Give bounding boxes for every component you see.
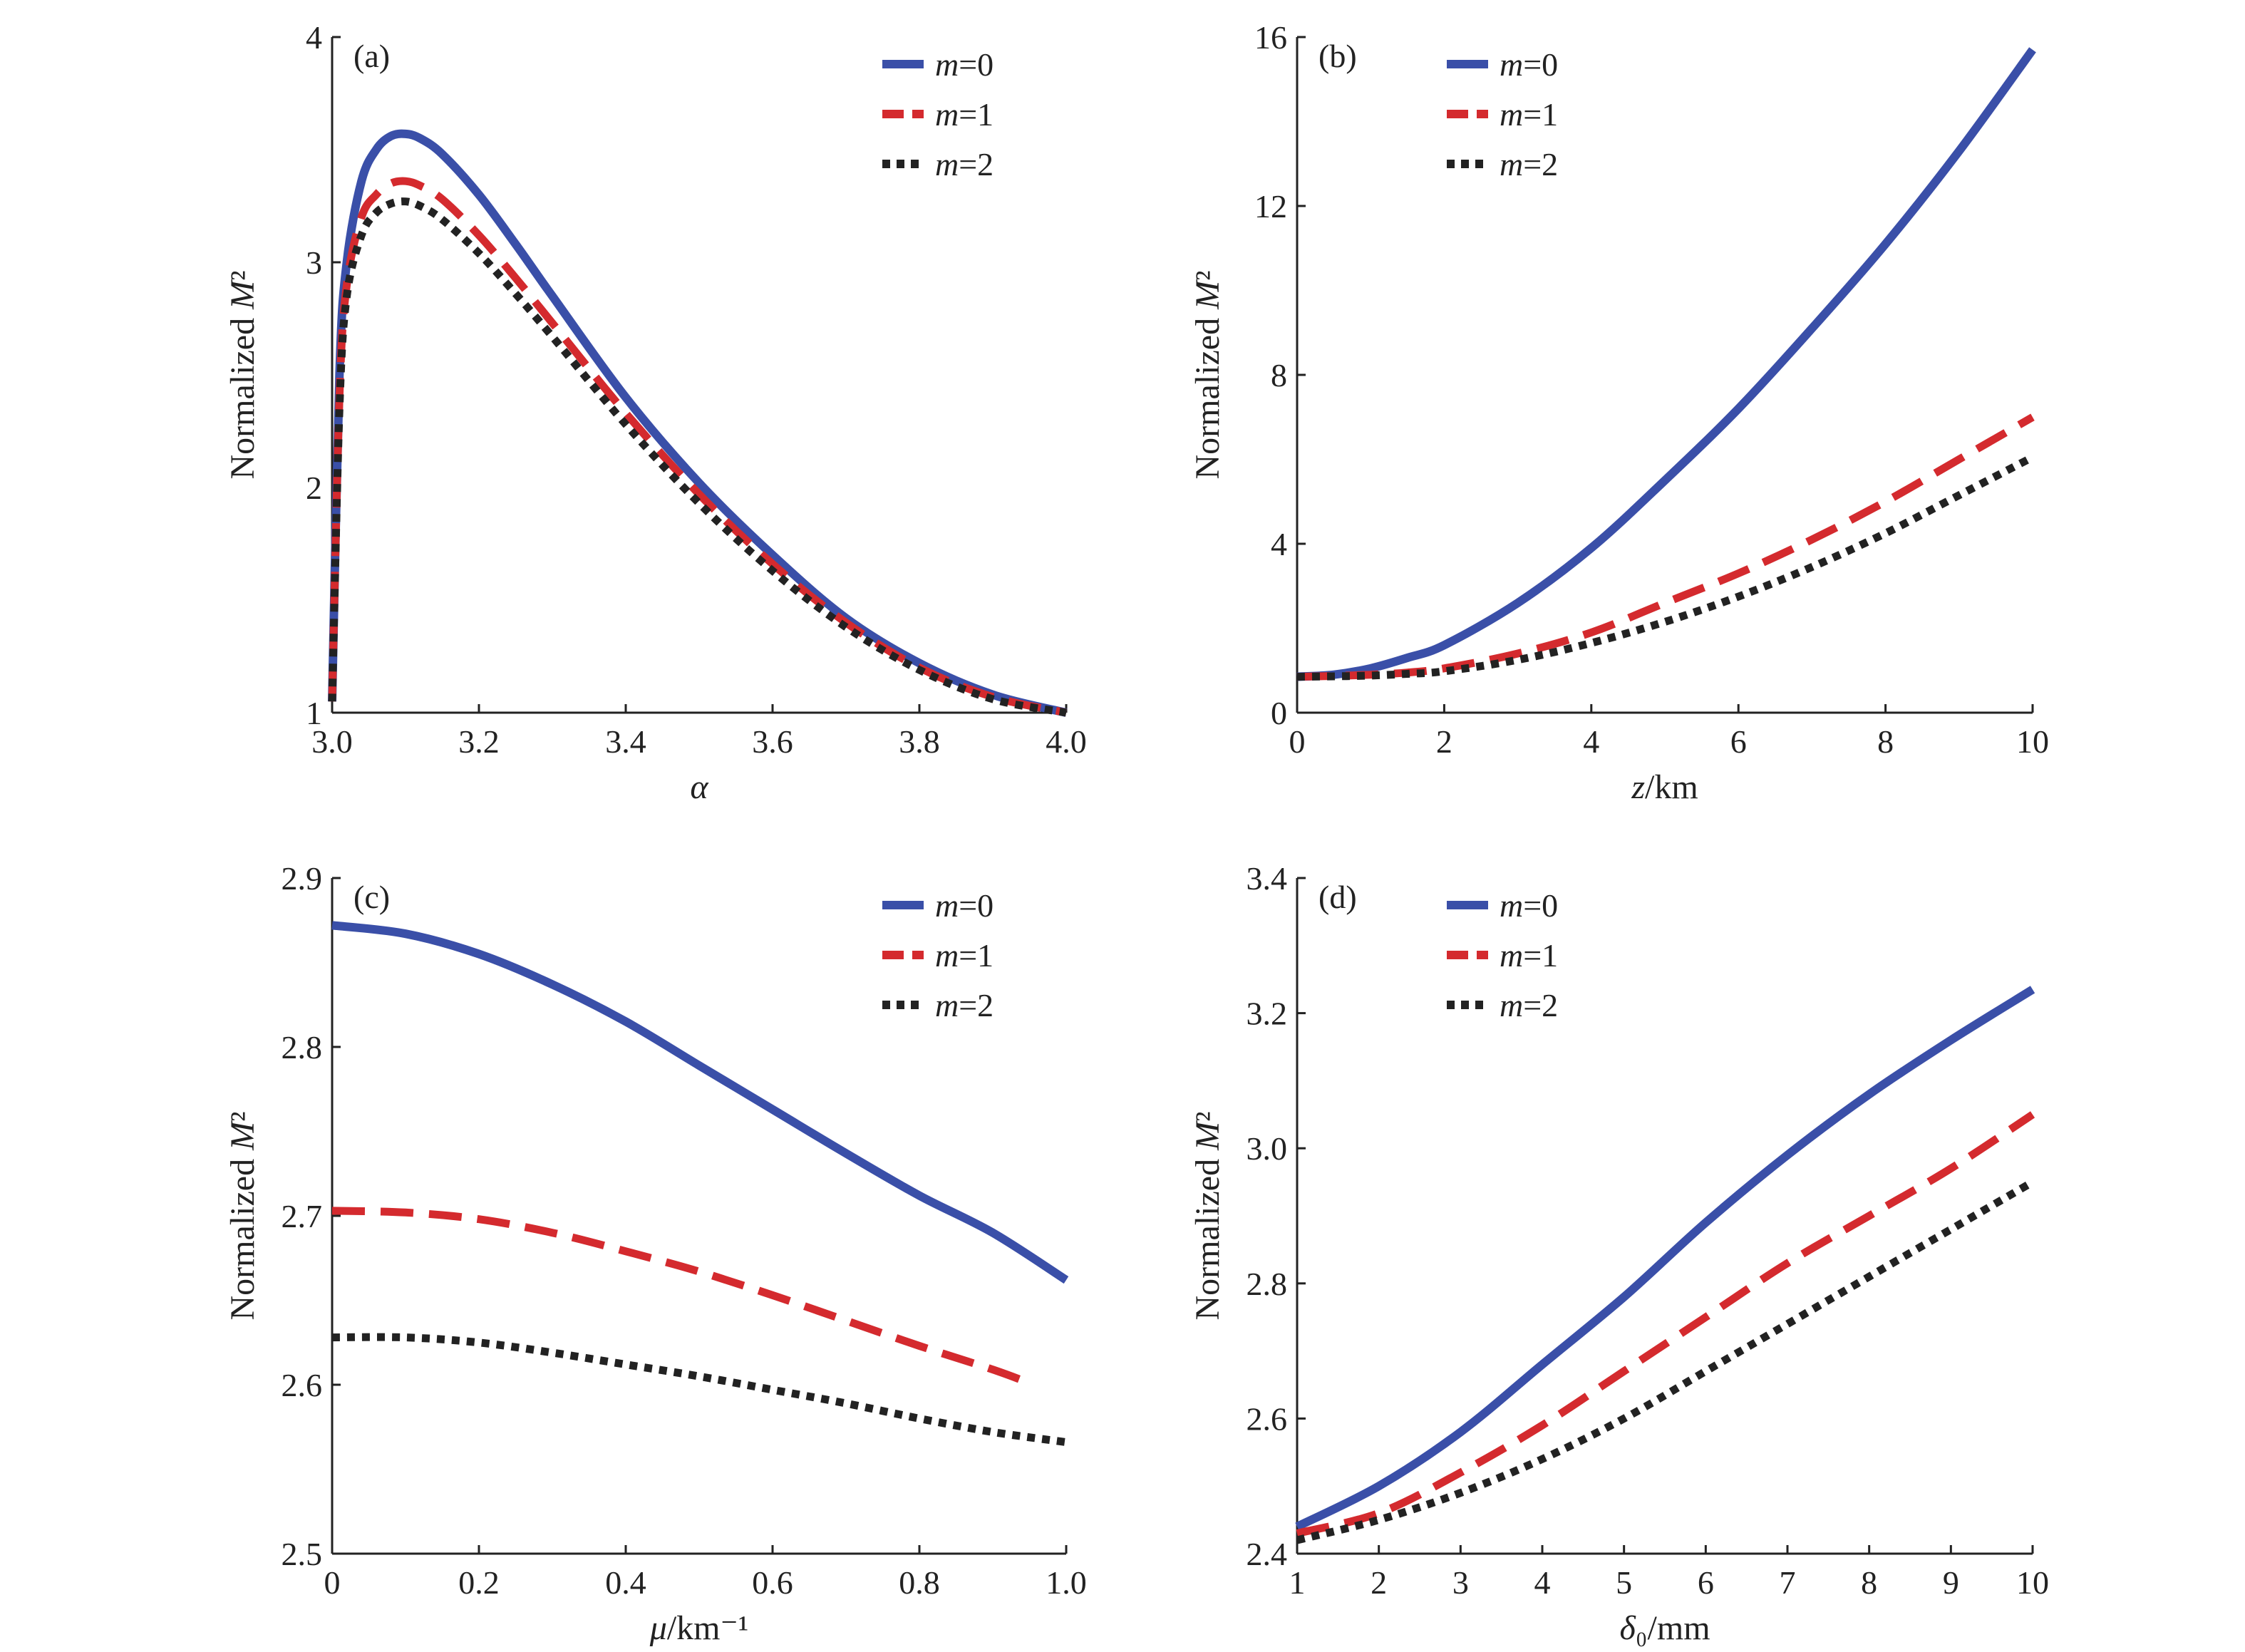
series-line-m1 (1296, 1111, 2035, 1537)
y-tick-label: 1 (306, 695, 322, 731)
legend-label: m=0 (1500, 46, 1558, 83)
y-tick-label: 2.7 (282, 1198, 323, 1234)
panel-1: 3.0 3.2 3.4 3.6 3.8 4.0 1 2 3 4 α Normalized M² (a) m… (224, 19, 1087, 806)
x-tick-label: 3.8 (899, 723, 940, 760)
y-axis-label: Normalized M² (1189, 1112, 1227, 1321)
x-tick-label: 0.8 (899, 1564, 940, 1601)
y-tick-label: 2.6 (282, 1367, 323, 1403)
y-tick-label: 3 (306, 244, 322, 281)
legend-label: m=0 (1500, 887, 1558, 924)
x-tick-label: 0.2 (458, 1564, 500, 1601)
series-line-m2 (328, 197, 1068, 717)
x-tick-label: 2 (1436, 723, 1452, 760)
x-tick-label: 3.4 (605, 723, 646, 760)
legend-label: m=2 (935, 987, 994, 1023)
y-tick-label: 3.4 (1247, 860, 1288, 897)
y-tick-label: 12 (1254, 188, 1287, 224)
series-line-m1 (328, 177, 1068, 717)
x-tick-label: 3.6 (752, 723, 793, 760)
y-tick-label: 2.5 (282, 1536, 323, 1572)
y-tick-label: 2.6 (1247, 1400, 1288, 1437)
legend-label: m=1 (935, 937, 994, 974)
x-tick-label: 4.0 (1046, 723, 1087, 760)
panel-4: 1 2 3 4 5 6 7 8 9 10 2.4 2.6 2.8 3.0 3.2 3.4 δ₀/mm Normal… (1189, 860, 2049, 1647)
series-line-m2 (1296, 1178, 2035, 1544)
y-tick-label: 8 (1271, 357, 1287, 393)
legend-label: m=1 (1500, 937, 1558, 974)
x-tick-label: 9 (1943, 1564, 1959, 1601)
y-tick-label: 2 (306, 470, 322, 506)
panel-label: (d) (1318, 879, 1357, 915)
x-axis-label: δ₀/mm (1619, 1609, 1710, 1647)
y-tick-label: 2.4 (1247, 1536, 1288, 1572)
x-tick-label: 10 (2016, 1564, 2049, 1601)
panel-label: (c) (353, 879, 390, 915)
x-tick-label: 8 (1861, 1564, 1877, 1601)
series-line-m2 (331, 1333, 1067, 1447)
legend-label: m=1 (935, 96, 994, 133)
series-line-m1 (331, 1207, 1031, 1387)
panel-2: 0 2 4 6 8 10 0 4 8 12 16 z/km Normalized M² (b) m=0 m=1… (1189, 19, 2049, 806)
legend-label: m=0 (935, 46, 994, 83)
series-line-m0 (1296, 47, 2036, 681)
series-line-m0 (1295, 986, 2035, 1531)
x-tick-label: 1 (1289, 1564, 1306, 1601)
x-tick-label: 2 (1371, 1564, 1387, 1601)
x-tick-label: 0 (324, 1564, 341, 1601)
series-line-m1 (1296, 413, 2035, 681)
legend-label: m=2 (935, 146, 994, 182)
x-tick-label: 6 (1730, 723, 1747, 760)
x-axis-label: α (690, 768, 708, 806)
x-tick-label: 0 (1289, 723, 1306, 760)
y-tick-label: 2.8 (1247, 1266, 1288, 1302)
x-axis-label: μ/km⁻¹ (649, 1609, 749, 1647)
x-tick-label: 3 (1452, 1564, 1469, 1601)
x-tick-label: 3.0 (311, 723, 353, 760)
y-axis-label: Normalized M² (224, 1112, 262, 1321)
legend-label: m=2 (1500, 146, 1558, 182)
series-line-m0 (331, 921, 1069, 1284)
x-tick-label: 4 (1583, 723, 1599, 760)
x-tick-label: 1.0 (1046, 1564, 1087, 1601)
x-tick-label: 7 (1780, 1564, 1796, 1601)
legend: m=0 m=1 m=2 (1447, 887, 1558, 1023)
legend-label: m=2 (1500, 987, 1558, 1023)
x-tick-label: 3.2 (458, 723, 500, 760)
series-line-m2 (1296, 453, 2035, 681)
y-axis-label: Normalized M² (224, 271, 262, 480)
y-tick-label: 0 (1271, 695, 1287, 731)
panel-3: 0 0.2 0.4 0.6 0.8 1.0 2.5 2.6 2.7 2.8 2.9 μ/km⁻¹ Nor… (224, 860, 1087, 1647)
x-tick-label: 6 (1698, 1564, 1714, 1601)
legend-label: m=0 (935, 887, 994, 924)
x-tick-label: 5 (1616, 1564, 1632, 1601)
y-tick-label: 3.0 (1247, 1130, 1288, 1167)
legend-label: m=1 (1500, 96, 1558, 133)
panel-label: (b) (1318, 38, 1357, 74)
x-axis-label: z/km (1631, 768, 1698, 806)
legend: m=0 m=1 m=2 (882, 46, 994, 182)
legend: m=0 m=1 m=2 (882, 887, 994, 1023)
x-tick-label: 0.4 (605, 1564, 646, 1601)
x-tick-label: 8 (1877, 723, 1894, 760)
legend: m=0 m=1 m=2 (1447, 46, 1558, 182)
y-axis-label: Normalized M² (1189, 271, 1227, 480)
x-tick-label: 0.6 (752, 1564, 793, 1601)
panel-label: (a) (353, 38, 390, 74)
y-tick-label: 2.8 (282, 1029, 323, 1065)
y-tick-label: 4 (306, 19, 322, 56)
x-tick-label: 10 (2016, 723, 2049, 760)
y-tick-label: 2.9 (282, 860, 323, 897)
y-tick-label: 16 (1254, 19, 1287, 56)
x-tick-label: 4 (1534, 1564, 1551, 1601)
y-tick-label: 4 (1271, 526, 1287, 562)
y-tick-label: 3.2 (1247, 996, 1288, 1032)
